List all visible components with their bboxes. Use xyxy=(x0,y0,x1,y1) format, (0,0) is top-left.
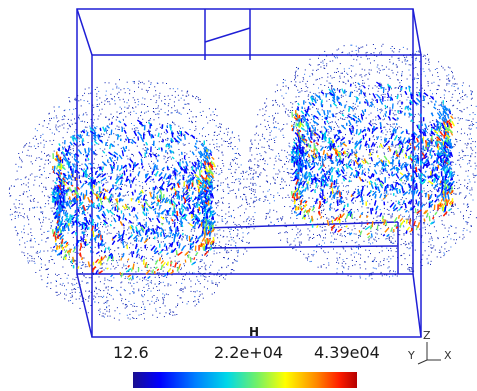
field-vectors-left xyxy=(8,79,257,321)
colorbar-max-label: 4.39e04 xyxy=(314,343,380,362)
axis-x-label: X xyxy=(444,349,452,362)
colorbar-title: H xyxy=(249,325,260,339)
colorbar-gradient xyxy=(133,372,357,388)
axis-triad xyxy=(417,342,441,365)
colorbar-mid-label: 2.2e+04 xyxy=(214,343,284,362)
axis-y-label: Y xyxy=(408,349,415,362)
axis-z-label: Z xyxy=(423,329,431,342)
colorbar-min-label: 12.6 xyxy=(113,343,149,362)
field-vectors-right xyxy=(248,43,477,280)
